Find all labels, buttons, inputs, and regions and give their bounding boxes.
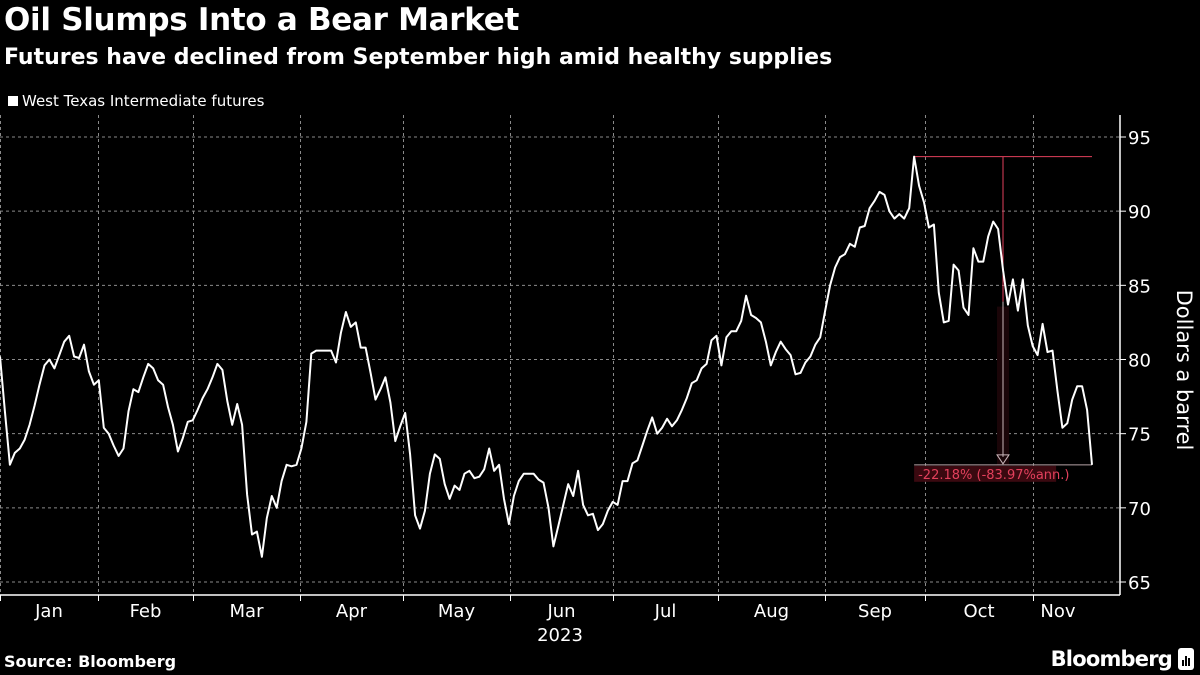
axes: 95 90 85 80 75 70 65 Jan Feb Mar Apr May Jun Jul Aug Se… (0, 115, 1151, 622)
chart-subtitle: Futures have declined from September hig… (4, 45, 833, 70)
legend-label: West Texas Intermediate futures (22, 92, 265, 110)
grid (0, 115, 1120, 595)
y-tick-label: 70 (1128, 499, 1151, 520)
bloomberg-terminal-icon (1178, 648, 1194, 670)
y-tick-label: 95 (1128, 128, 1151, 149)
bloomberg-logo: Bloomberg (1051, 647, 1194, 671)
x-tick-label: Sep (858, 601, 892, 622)
x-tick-label: May (438, 601, 476, 622)
x-tick-label: Aug (754, 601, 789, 622)
y-tick-label: 80 (1128, 351, 1151, 372)
legend-swatch (8, 96, 18, 106)
y-axis-label: Dollars a barrel (1172, 290, 1196, 451)
legend: West Texas Intermediate futures (8, 92, 264, 110)
annotation-label-bg (914, 465, 1057, 482)
series-layer (0, 155, 1093, 558)
y-tick-label: 85 (1128, 276, 1151, 297)
source-note: Source: Bloomberg (4, 652, 177, 671)
y-tick-label: 75 (1128, 425, 1151, 446)
chart-title: Oil Slumps Into a Bear Market (4, 2, 520, 38)
series-line-wti (0, 155, 1093, 558)
x-tick-label: Feb (130, 601, 162, 622)
x-tick-label: Jul (654, 601, 677, 622)
annotation-label: -22.18% (-83.97%ann.) (918, 468, 1069, 483)
y-tick-label: 65 (1128, 573, 1151, 594)
x-tick-label: Jan (34, 601, 63, 622)
arrow-down-icon (996, 454, 1010, 465)
y-tick-label: 90 (1128, 202, 1151, 223)
x-tick-label: Jun (546, 601, 575, 622)
x-axis-year-label: 2023 (537, 625, 583, 646)
x-tick-label: Mar (230, 601, 265, 622)
brand-name: Bloomberg (1050, 647, 1173, 671)
x-tick-label: Apr (336, 601, 368, 622)
x-tick-label: Nov (1040, 601, 1075, 622)
drawdown-annotation: -22.18% (-83.97%ann.) (914, 156, 1092, 483)
x-tick-label: Oct (963, 601, 994, 622)
